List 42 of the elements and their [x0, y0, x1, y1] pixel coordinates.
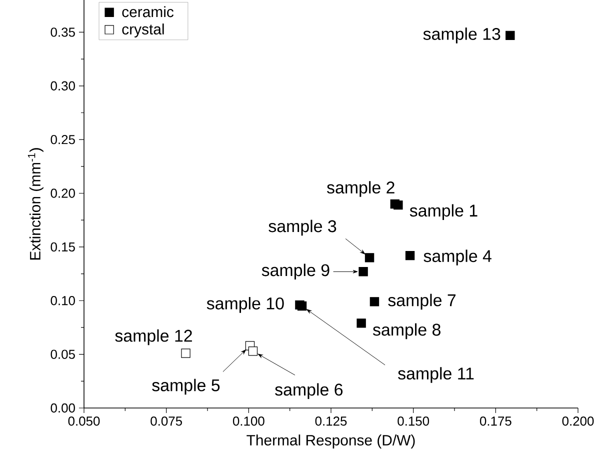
point: [390, 199, 400, 209]
y-axis-title: Extinction (mm$^{-1}$): [28, 148, 44, 260]
y-tick-label: 0.15: [50, 242, 75, 252]
annotation: sample 1: [410, 204, 478, 220]
y-tick-label: 0.10: [50, 296, 75, 306]
point: [364, 253, 374, 262]
point: [506, 30, 515, 40]
x-tick-label: 0.200: [562, 416, 594, 426]
point: [297, 301, 307, 311]
annotation: sample 13: [423, 28, 500, 44]
legend-label: ceramic: [122, 6, 174, 18]
point: [356, 318, 366, 328]
x-tick-label: 0.175: [480, 416, 512, 426]
y-tick-label: 0.30: [50, 81, 75, 90]
point: [405, 250, 415, 260]
annotation: sample 7: [388, 294, 456, 310]
x-tick-label: 0.150: [398, 416, 430, 426]
point: [248, 346, 258, 356]
x-tick-label: 0.075: [150, 416, 182, 426]
annotation: sample 5: [152, 378, 220, 395]
x-axis-title: Thermal Response (D/W): [246, 434, 415, 448]
point: [370, 297, 380, 306]
y-tick-label: 0.00: [50, 403, 75, 413]
point: [181, 348, 190, 358]
annotation: sample 6: [275, 383, 343, 399]
x-tick-label: 0.050: [68, 416, 100, 426]
x-tick-label: 0.100: [232, 416, 264, 426]
annotation: sample 10: [206, 297, 284, 313]
annotation: sample 3: [268, 220, 336, 236]
annotation: sample 4: [424, 250, 492, 266]
annotation: sample 8: [372, 323, 440, 340]
y-tick-label: 0.25: [50, 134, 75, 144]
annotation: sample 2: [327, 181, 394, 197]
y-tick-label: 0.20: [50, 188, 75, 198]
x-tick-label: 0.125: [315, 416, 347, 426]
y-tick-label: 0.05: [50, 350, 75, 359]
annotation: sample 9: [262, 264, 330, 280]
annotation: sample 12: [115, 329, 192, 346]
annotation: sample 11: [398, 367, 474, 383]
legend-label: crystal: [122, 24, 164, 38]
y-tick-label: 0.35: [50, 28, 75, 37]
point: [358, 267, 368, 276]
